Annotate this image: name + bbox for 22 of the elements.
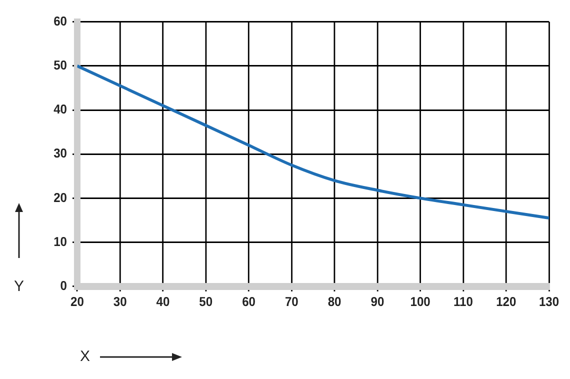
y-axis-title: Y: [14, 278, 24, 295]
y-tick-label: 40: [54, 102, 68, 117]
x-tick-label: 100: [410, 294, 430, 309]
x-tick-label: 50: [199, 294, 213, 309]
x-tick-label: 130: [538, 294, 560, 309]
y-tick-label: 60: [54, 14, 68, 28]
x-tick-label: 20: [70, 294, 84, 309]
x-tick-label: 70: [284, 294, 298, 309]
y-tick-label: 30: [54, 146, 68, 161]
line-series: [77, 64, 550, 220]
y-tick-label: 10: [54, 234, 68, 249]
y-tick-label: 0: [60, 278, 68, 294]
x-tick-label: 80: [328, 294, 342, 309]
x-tick-label: 90: [370, 294, 384, 309]
x-tick-label: 110: [454, 294, 473, 309]
x-axis-title: X: [80, 348, 90, 365]
x-tick-label: 120: [496, 294, 516, 309]
x-tick-label: 30: [113, 294, 127, 309]
x-tick-label: 60: [242, 294, 256, 309]
y-tick-label: 50: [54, 58, 68, 73]
y-tick-label: 20: [54, 190, 68, 205]
x-tick-label: 40: [156, 294, 170, 309]
